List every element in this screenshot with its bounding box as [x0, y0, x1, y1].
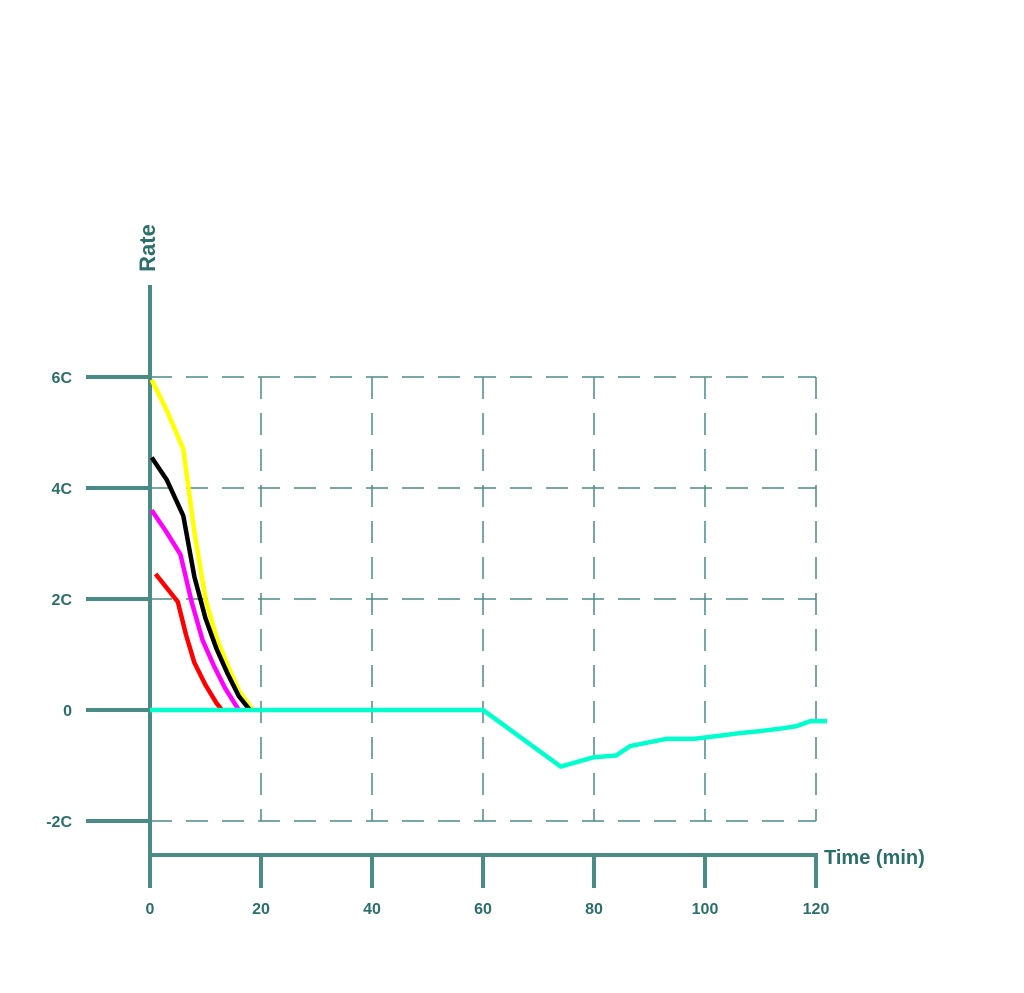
y-tick-label: 2C	[52, 592, 73, 609]
axis-ticks	[86, 375, 818, 888]
series-line-3	[149, 508, 241, 712]
x-axis-title: Time (min)	[824, 847, 925, 869]
y-tick-label: 0	[63, 703, 72, 720]
y-tick-label: -2C	[46, 814, 72, 831]
y-tick-label: 4C	[52, 481, 73, 498]
x-tick-label: 60	[474, 901, 492, 918]
grid	[150, 376, 817, 822]
x-tick-label: 100	[692, 901, 719, 918]
series-line-2	[149, 456, 252, 712]
x-tick-label: 40	[363, 901, 381, 918]
series-lines	[149, 378, 828, 769]
series-line-1	[149, 378, 255, 712]
series-line-5	[150, 707, 828, 769]
series-line-4	[153, 572, 224, 712]
tick-labels: -2C 0 2C 4C 6C 0 20 40 60 80 100 120	[46, 370, 829, 918]
axes	[148, 285, 818, 888]
x-tick-label: 0	[146, 901, 155, 918]
x-tick-label: 120	[803, 901, 830, 918]
y-axis-title: Rate	[135, 224, 160, 272]
x-tick-label: 80	[585, 901, 603, 918]
y-tick-label: 6C	[52, 370, 73, 387]
x-tick-label: 20	[252, 901, 270, 918]
